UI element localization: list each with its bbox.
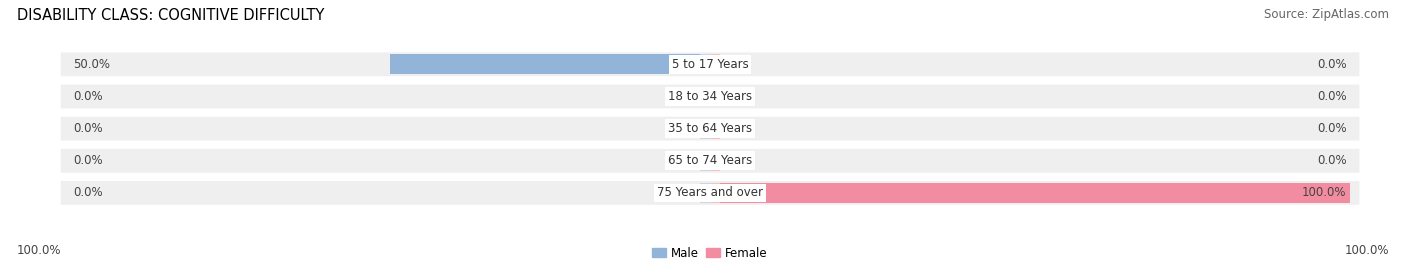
Text: 100.0%: 100.0% — [1344, 244, 1389, 257]
Bar — [710, 119, 720, 139]
Bar — [710, 87, 720, 106]
Text: 0.0%: 0.0% — [1317, 122, 1347, 135]
FancyBboxPatch shape — [60, 85, 1360, 108]
Bar — [389, 54, 710, 74]
Bar — [710, 54, 720, 74]
Text: 100.0%: 100.0% — [17, 244, 62, 257]
Text: 50.0%: 50.0% — [73, 58, 111, 71]
Text: 18 to 34 Years: 18 to 34 Years — [668, 90, 752, 103]
Text: 5 to 17 Years: 5 to 17 Years — [672, 58, 748, 71]
Legend: Male, Female: Male, Female — [648, 242, 772, 264]
Bar — [700, 183, 710, 203]
Text: 0.0%: 0.0% — [73, 187, 103, 199]
Bar — [710, 183, 720, 203]
Bar — [710, 183, 1350, 203]
Text: 0.0%: 0.0% — [1317, 58, 1347, 71]
FancyBboxPatch shape — [60, 53, 1360, 76]
Text: 0.0%: 0.0% — [73, 122, 103, 135]
Text: 0.0%: 0.0% — [73, 154, 103, 167]
Bar — [700, 87, 710, 106]
Text: 0.0%: 0.0% — [1317, 154, 1347, 167]
Text: 65 to 74 Years: 65 to 74 Years — [668, 154, 752, 167]
Text: 0.0%: 0.0% — [1317, 90, 1347, 103]
Bar — [700, 119, 710, 139]
Text: 100.0%: 100.0% — [1302, 187, 1347, 199]
Text: 75 Years and over: 75 Years and over — [657, 187, 763, 199]
FancyBboxPatch shape — [60, 117, 1360, 140]
Text: DISABILITY CLASS: COGNITIVE DIFFICULTY: DISABILITY CLASS: COGNITIVE DIFFICULTY — [17, 8, 325, 23]
Bar — [700, 54, 710, 74]
Text: 35 to 64 Years: 35 to 64 Years — [668, 122, 752, 135]
Bar — [700, 151, 710, 171]
FancyBboxPatch shape — [60, 149, 1360, 173]
Text: 0.0%: 0.0% — [73, 90, 103, 103]
FancyBboxPatch shape — [60, 181, 1360, 205]
Bar — [710, 151, 720, 171]
Text: Source: ZipAtlas.com: Source: ZipAtlas.com — [1264, 8, 1389, 21]
